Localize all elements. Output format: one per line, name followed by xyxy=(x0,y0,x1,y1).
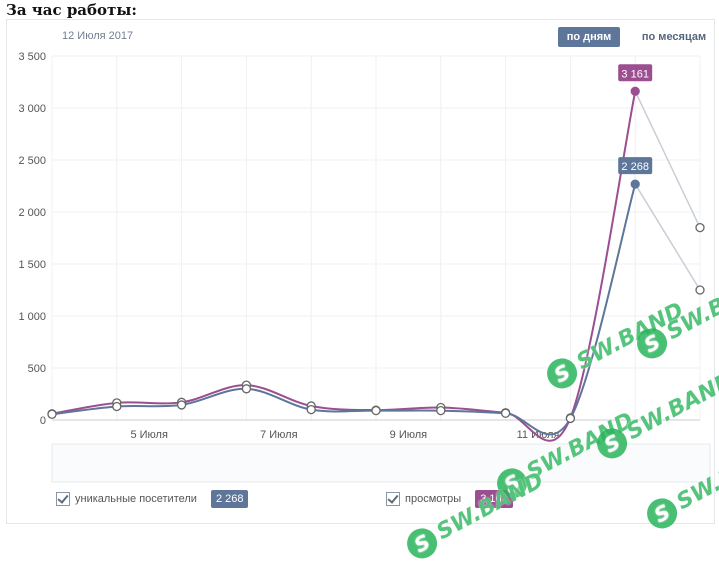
page-heading: За час работы: xyxy=(6,1,137,19)
peak-label-box xyxy=(618,157,653,175)
data-point xyxy=(695,222,705,233)
by-months-toggle[interactable]: по месяцам xyxy=(641,31,707,43)
views-checkbox[interactable] xyxy=(386,492,400,506)
watermark-icon: S xyxy=(401,523,443,564)
date-label: 12 Июля 2017 xyxy=(62,30,134,42)
unique-legend-label: уникальные посетители xyxy=(75,493,197,505)
data-point xyxy=(565,413,576,424)
series-line-unique xyxy=(51,183,637,436)
x-tick-label: 7 Июля xyxy=(260,429,298,441)
visits-chart: 3 500 3 000 2 500 2 000 1 500 1 000 500 0 5 Июля… xyxy=(18,51,711,483)
data-point xyxy=(630,179,640,189)
data-point xyxy=(176,400,187,410)
peak-label: 2 268 xyxy=(621,161,649,173)
unique-value-badge: 2 268 xyxy=(210,490,249,508)
legend-views[interactable]: просмотры 3 161 xyxy=(386,490,513,508)
data-point xyxy=(500,408,511,418)
peak-label: 3 161 xyxy=(621,68,649,80)
y-tick-label: 1 500 xyxy=(18,259,46,271)
data-point xyxy=(241,384,252,394)
y-tick-label: 0 xyxy=(40,415,46,427)
data-point xyxy=(306,404,316,415)
data-point xyxy=(436,405,446,416)
unique-checkbox[interactable] xyxy=(56,492,70,506)
data-point xyxy=(112,401,122,412)
series-line-faded xyxy=(634,183,701,291)
data-point xyxy=(47,409,57,419)
series-line-views xyxy=(51,91,637,442)
data-point xyxy=(630,86,640,96)
x-tick-label: 9 Июля xyxy=(390,429,428,441)
views-legend-label: просмотры xyxy=(405,493,462,505)
y-tick-label: 500 xyxy=(28,363,46,375)
y-tick-label: 2 000 xyxy=(18,207,46,219)
series-line-faded xyxy=(634,90,701,228)
y-tick-label: 3 000 xyxy=(18,103,46,115)
legend-unique[interactable]: уникальные посетители 2 268 xyxy=(56,490,249,508)
views-value-badge: 3 161 xyxy=(475,490,513,508)
by-days-toggle[interactable]: по дням xyxy=(558,27,620,47)
data-point xyxy=(371,405,381,416)
y-tick-label: 3 500 xyxy=(18,51,46,63)
y-tick-label: 2 500 xyxy=(18,155,46,167)
y-tick-label: 1 000 xyxy=(18,311,46,323)
overview-strip xyxy=(51,443,711,483)
x-tick-label: 5 Июля xyxy=(130,429,168,441)
peak-label-box xyxy=(618,64,653,82)
data-point xyxy=(695,285,705,295)
